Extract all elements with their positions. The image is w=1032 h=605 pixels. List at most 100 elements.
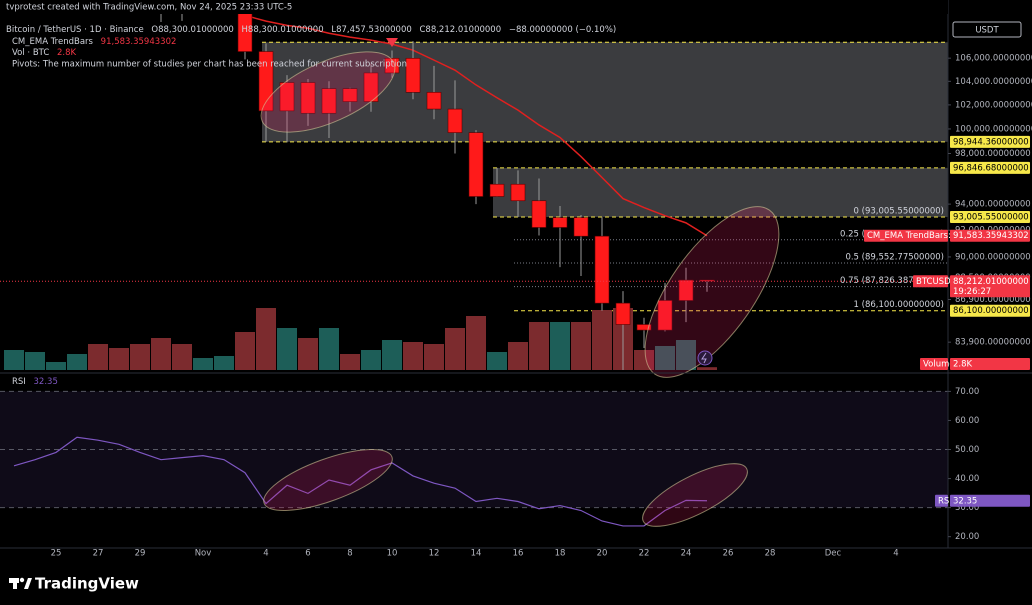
volume-axis-value: 2.8K [953, 360, 973, 370]
fib-label: 0.75 (87,826.38750000) [840, 276, 944, 286]
candle-body [447, 108, 463, 133]
volume-bar [487, 352, 507, 370]
x-tick-label: 12 [429, 549, 440, 559]
volume-bar [529, 322, 549, 370]
x-tick-label: 26 [723, 549, 734, 559]
signal-arrow [386, 38, 398, 47]
ema-name-label: CM_EMA TrendBars:EMA [867, 231, 970, 241]
logo-shape [24, 578, 32, 589]
candle-body [342, 88, 358, 102]
volume-bar [655, 346, 675, 370]
price-label: 98,944.36000000 [953, 137, 1029, 147]
y-tick-label: 100,000.00000000 [955, 124, 1032, 134]
y-tick-label: 98,000.00000000 [955, 149, 1031, 159]
symbol-legend: Bitcoin / TetherUS · 1D · Binance O88,30… [6, 25, 616, 35]
y-tick-label: 90,000.00000000 [955, 252, 1031, 262]
price-labels: 98,944.36000000 96,846.68000000 93,005.550… [864, 135, 1030, 507]
price-label-box [950, 135, 1030, 148]
volume-bar [466, 316, 486, 370]
currency-button[interactable] [952, 21, 1022, 38]
watermark: tvprotest created with TradingView.com, … [6, 3, 292, 13]
pivots-note: Pivots: The maximum number of studies pe… [12, 60, 407, 70]
x-tick-label: 18 [555, 549, 566, 559]
ema-legend: CM_EMA TrendBars 91,583.35943302 [12, 37, 176, 47]
currency[interactable]: USDT [975, 26, 999, 36]
volume-bar [403, 342, 423, 370]
x-tick-label: 4 [893, 549, 898, 559]
volume-bar [340, 354, 360, 370]
fib-label: 0.5 (89,552.77500000) [845, 252, 944, 262]
x-tick-label: 22 [639, 549, 650, 559]
ema-line [244, 14, 708, 237]
last-symbol-label: BTCUSDT [916, 277, 957, 287]
ohlc-high: H88,300.01000000 [242, 25, 324, 35]
x-tick-label: 25 [51, 549, 62, 559]
y-tick-label: 30.00 [955, 503, 979, 513]
rsi-legend-name[interactable]: RSI [12, 377, 26, 387]
alert-icon[interactable] [697, 350, 713, 366]
logo-shape [13, 578, 17, 589]
price-label-box [950, 211, 1030, 224]
rsi-legend-value: 32.35 [34, 377, 58, 387]
volume-bar [319, 328, 339, 370]
ohlc-close: C88,212.01000000 [419, 25, 501, 35]
candle-body [573, 217, 589, 237]
volume-bar [424, 344, 444, 370]
volume-bar [550, 322, 570, 370]
x-tick-label: 14 [471, 549, 482, 559]
last-price-box [950, 275, 1030, 298]
candle-body [426, 92, 442, 110]
volume-bar [676, 340, 696, 370]
logo-text[interactable]: TradingView [35, 575, 139, 593]
price-label: 93,005.55000000 [953, 213, 1029, 223]
volume-bar [256, 308, 276, 370]
rsi-axis-name: RSI [938, 496, 952, 506]
rsi-legend: RSI 32.35 [12, 377, 58, 387]
volume-bar [634, 350, 654, 370]
fib-label: 1 (86,100.00000000) [854, 300, 944, 310]
volume-bar [172, 344, 192, 370]
rsi-axis-value: 32.35 [953, 496, 977, 506]
price-label: 86,100.00000000 [953, 306, 1029, 316]
y-tick-label: 94,000.00000000 [955, 200, 1031, 210]
candle-body [615, 302, 631, 325]
x-tick-label: 4 [263, 549, 268, 559]
candle-body [405, 57, 421, 93]
y-tick-label: 20.00 [955, 532, 979, 542]
x-tick-label: 28 [765, 549, 776, 559]
x-tick-label: 24 [681, 549, 692, 559]
rsi-band [0, 391, 948, 508]
candle-body [468, 132, 484, 197]
y-tick-label: 70.00 [955, 387, 979, 397]
y-tick-label: 102,000.00000000 [955, 100, 1032, 110]
volume-bar [25, 352, 45, 370]
symbol[interactable]: Bitcoin / TetherUS · 1D · Binance [6, 25, 144, 35]
volume-axis-value-box [950, 358, 1030, 370]
volume-bar [193, 358, 213, 370]
ema-legend-name[interactable]: CM_EMA TrendBars [12, 37, 94, 47]
volume-bar [298, 338, 318, 370]
volume-bar [88, 344, 108, 370]
candle-body [552, 217, 568, 228]
volume-bar [508, 342, 528, 370]
volume-bar [697, 367, 717, 370]
candle-body [678, 279, 694, 301]
ohlc-change: −88.00000000 (−0.10%) [509, 25, 616, 35]
y-tick-label: 104,000.00000000 [955, 77, 1032, 87]
candle-body [594, 235, 610, 304]
candle-body [657, 300, 673, 331]
volume-bar [592, 310, 612, 370]
volume-bar [4, 350, 24, 370]
logo-icon [9, 577, 32, 589]
x-tick-label: 29 [135, 549, 146, 559]
last-symbol-label-box [913, 275, 948, 288]
volume-bar [277, 328, 297, 370]
volume-bar [67, 354, 87, 370]
x-tick-label: 20 [597, 549, 608, 559]
volume-legend-name[interactable]: Vol · BTC [12, 48, 49, 58]
candle-body [510, 183, 526, 202]
footer [0, 560, 1032, 605]
volume-bar [382, 340, 402, 370]
